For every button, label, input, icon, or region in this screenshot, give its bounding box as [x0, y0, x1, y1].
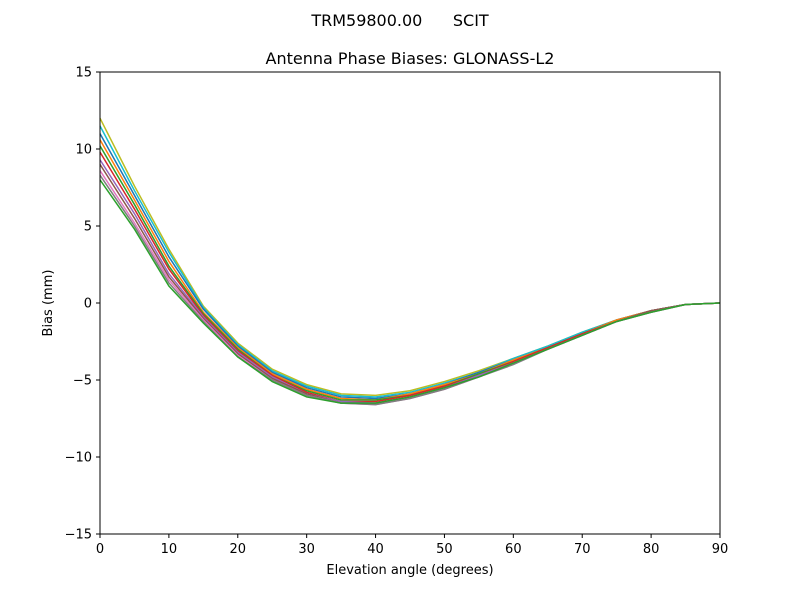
y-tick-label: 15 [75, 66, 92, 81]
x-tick-label: 0 [96, 542, 104, 557]
plot-series [99, 117, 721, 406]
chart-suptitle: TRM59800.00 SCIT [310, 11, 489, 30]
x-tick-label: 40 [367, 542, 384, 557]
x-tick-label: 20 [230, 542, 247, 557]
x-tick-label: 10 [161, 542, 178, 557]
x-tick-label: 60 [505, 542, 522, 557]
y-axis-ticks: −15 −10 −5 0 5 10 15 [65, 66, 100, 543]
x-tick-label: 80 [643, 542, 660, 557]
series-line-6 [99, 151, 721, 403]
x-tick-label: 90 [712, 542, 729, 557]
y-tick-label: 0 [84, 297, 92, 312]
y-tick-label: 5 [84, 220, 92, 235]
series-line-3 [99, 133, 721, 400]
x-axis-label: Elevation angle (degrees) [326, 563, 493, 578]
series-line-5 [99, 145, 721, 401]
series-line-1 [99, 117, 721, 397]
series-line-4 [99, 139, 721, 401]
series-line-11 [99, 179, 721, 404]
x-tick-label: 70 [574, 542, 591, 557]
y-tick-label: −15 [65, 528, 92, 543]
y-tick-label: 10 [75, 143, 92, 158]
x-tick-label: 30 [298, 542, 315, 557]
y-tick-label: −5 [73, 374, 92, 389]
y-axis-label: Bias (mm) [41, 270, 56, 337]
x-axis-ticks: 0 10 20 30 40 50 60 70 80 90 [96, 534, 728, 557]
x-tick-label: 50 [436, 542, 453, 557]
series-line-2 [99, 125, 721, 398]
series-line-7 [99, 159, 721, 404]
y-tick-label: −10 [65, 451, 92, 466]
series-line-8 [99, 163, 721, 404]
chart-title: Antenna Phase Biases: GLONASS-L2 [266, 49, 555, 68]
